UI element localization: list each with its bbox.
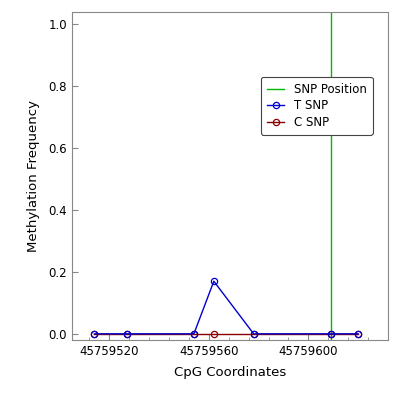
T SNP	[124, 332, 129, 336]
Legend: SNP Position, T SNP, C SNP: SNP Position, T SNP, C SNP	[261, 77, 373, 135]
C SNP	[328, 332, 333, 336]
Line: C SNP: C SNP	[91, 331, 361, 337]
Line: T SNP: T SNP	[91, 278, 361, 337]
T SNP	[328, 332, 333, 336]
T SNP	[251, 332, 256, 336]
C SNP	[192, 332, 196, 336]
Y-axis label: Methylation Frequency: Methylation Frequency	[27, 100, 40, 252]
C SNP	[92, 332, 97, 336]
T SNP	[192, 332, 196, 336]
C SNP	[124, 332, 129, 336]
C SNP	[356, 332, 360, 336]
C SNP	[212, 332, 216, 336]
T SNP	[356, 332, 360, 336]
T SNP	[212, 279, 216, 284]
X-axis label: CpG Coordinates: CpG Coordinates	[174, 366, 286, 379]
T SNP	[92, 332, 97, 336]
C SNP	[251, 332, 256, 336]
